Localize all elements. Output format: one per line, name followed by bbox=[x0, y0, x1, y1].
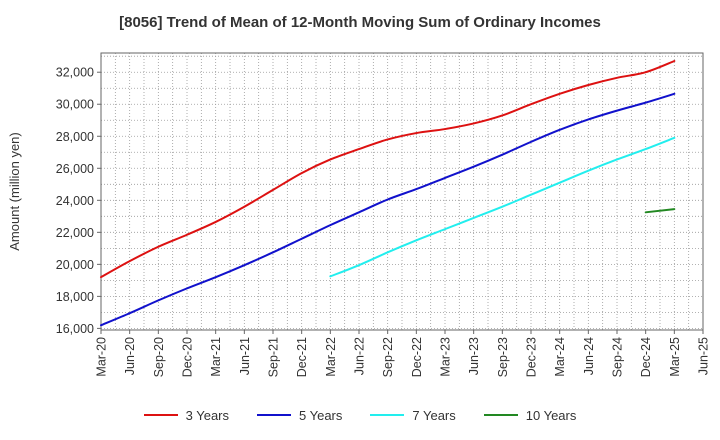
x-tick-label: Dec-23 bbox=[525, 337, 539, 377]
x-tick-label: Dec-22 bbox=[410, 337, 424, 377]
x-tick-label: Sep-21 bbox=[267, 337, 281, 377]
legend-label: 7 Years bbox=[412, 407, 456, 423]
legend-label: 5 Years bbox=[299, 407, 343, 423]
y-tick-label: 30,000 bbox=[56, 98, 94, 112]
x-tick-label: Mar-25 bbox=[668, 337, 682, 377]
axes bbox=[97, 52, 704, 334]
y-tick-label: 20,000 bbox=[56, 258, 94, 272]
legend-item-5-years: 5 Years bbox=[257, 408, 342, 423]
x-tick-label: Dec-20 bbox=[181, 337, 195, 377]
x-tick-label: Mar-22 bbox=[324, 337, 338, 377]
y-tick-label: 22,000 bbox=[56, 226, 94, 240]
series-lines bbox=[100, 60, 676, 327]
plot-frame bbox=[100, 52, 704, 331]
x-tick-label: Sep-20 bbox=[152, 337, 166, 377]
x-tick-label: Sep-22 bbox=[381, 337, 395, 377]
series-line-7-years bbox=[329, 136, 676, 278]
x-tick-label: Sep-23 bbox=[496, 337, 510, 377]
legend-swatch bbox=[257, 414, 291, 416]
x-tick-label: Jun-23 bbox=[467, 337, 481, 375]
y-tick-label: 28,000 bbox=[56, 130, 94, 144]
x-tick-label: Jun-22 bbox=[353, 337, 367, 375]
x-tick-label: Jun-21 bbox=[238, 337, 252, 375]
x-tick-label: Mar-21 bbox=[209, 337, 223, 377]
series-line-3-years bbox=[100, 60, 676, 279]
y-tick-label: 32,000 bbox=[56, 66, 94, 80]
x-tick-label: Dec-21 bbox=[295, 337, 309, 377]
legend-swatch bbox=[143, 414, 178, 416]
series-line-5-years bbox=[100, 92, 676, 327]
series-line-10-years bbox=[644, 208, 676, 214]
legend: 3 Years 5 Years 7 Years 10 Years bbox=[0, 404, 720, 426]
grid-lines bbox=[100, 53, 704, 330]
legend-item-10-years: 10 Years bbox=[483, 407, 577, 423]
x-tick-label: Sep-24 bbox=[611, 337, 625, 377]
tick-labels: 16,000 18,000 20,000 22,000 24,000 26,000 28,0… bbox=[7, 66, 711, 378]
chart-title: [8056] Trend of Mean of 12-Month Moving … bbox=[119, 14, 601, 31]
y-tick-label: 18,000 bbox=[56, 290, 94, 304]
legend-item-7-years: 7 Years bbox=[370, 407, 456, 423]
legend-swatch bbox=[370, 414, 405, 416]
y-tick-label: 26,000 bbox=[56, 162, 94, 176]
legend-label: 10 Years bbox=[525, 407, 577, 423]
legend-label: 3 Years bbox=[185, 407, 229, 423]
x-tick-label: Mar-23 bbox=[439, 337, 453, 377]
x-tick-label: Jun-25 bbox=[697, 337, 711, 375]
x-tick-label: Mar-24 bbox=[553, 337, 567, 377]
legend-item-3-years: 3 Years bbox=[143, 407, 229, 423]
x-tick-label: Jun-20 bbox=[123, 337, 137, 375]
y-tick-label: 24,000 bbox=[56, 194, 94, 208]
y-tick-label: 16,000 bbox=[56, 322, 94, 336]
legend-swatch bbox=[483, 414, 518, 416]
y-axis-label: Amount (million yen) bbox=[7, 132, 22, 251]
x-tick-label: Dec-24 bbox=[639, 337, 653, 377]
x-tick-label: Mar-20 bbox=[95, 337, 109, 377]
x-tick-label: Jun-24 bbox=[582, 337, 596, 375]
